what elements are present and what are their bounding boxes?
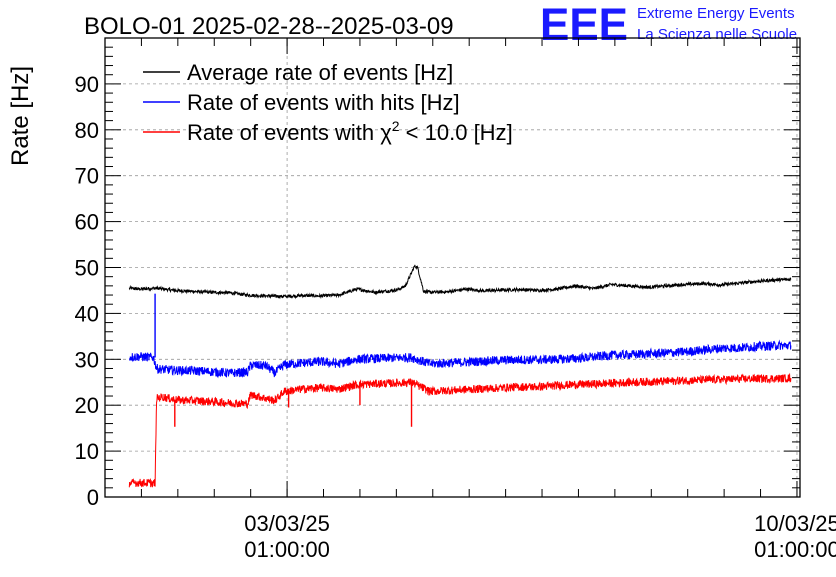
legend-label: Average rate of events [Hz] (187, 60, 453, 85)
x-tick-label-date: 03/03/25 (244, 511, 330, 536)
y-tick-label: 0 (87, 485, 99, 510)
org-name-line2: La Scienza nelle Scuole (637, 26, 797, 43)
axis-ticks (104, 38, 800, 498)
y-tick-label: 10 (75, 439, 99, 464)
eee-logo: EEE Extreme Energy Events La Scienza nel… (540, 0, 797, 50)
y-tick-label: 40 (75, 301, 99, 326)
x-tick-label-time: 01:00:00 (754, 537, 836, 562)
series-line (128, 372, 792, 488)
series-0 (128, 264, 792, 300)
chart-title: BOLO-01 2025-02-28--2025-03-09 (84, 13, 454, 40)
y-tick-label: 70 (75, 164, 99, 189)
y-tick-label: 60 (75, 210, 99, 235)
org-name-line1: Extreme Energy Events (637, 5, 795, 22)
series-2 (128, 372, 792, 488)
y-tick-labels: 0 10 20 30 40 50 60 70 80 90 (75, 72, 99, 510)
legend-label: Rate of events with hits [Hz] (187, 90, 460, 115)
x-tick-label-time: 01:00:00 (244, 537, 330, 562)
y-tick-label: 20 (75, 393, 99, 418)
y-axis-label: Rate [Hz] (7, 66, 34, 166)
y-tick-label: 90 (75, 72, 99, 97)
legend: Average rate of events [Hz] Rate of event… (143, 60, 513, 145)
series-1 (128, 293, 792, 379)
series-line (128, 339, 792, 379)
y-tick-label: 50 (75, 256, 99, 281)
y-tick-label: 80 (75, 118, 99, 143)
legend-label: Rate of events with χ2 < 10.0 [Hz] (187, 118, 513, 145)
y-tick-label: 30 (75, 347, 99, 372)
data-series (128, 264, 792, 488)
x-tick-label-date: 10/03/25 (754, 511, 836, 536)
eee-logo-text: EEE (540, 0, 628, 50)
series-line (128, 264, 792, 300)
